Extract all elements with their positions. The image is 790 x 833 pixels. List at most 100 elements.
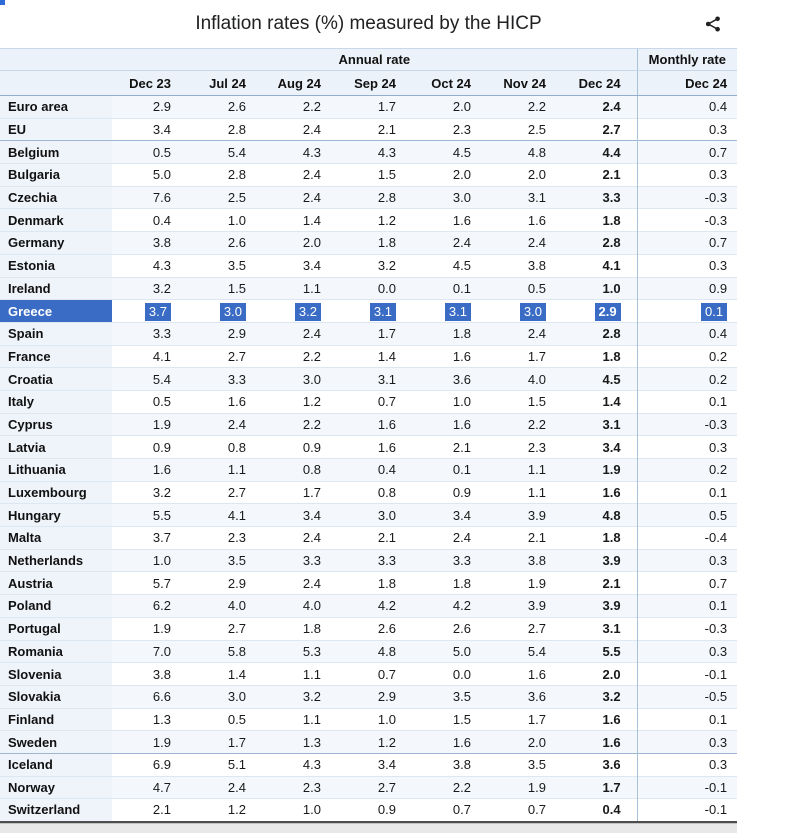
country-cell[interactable]: Denmark xyxy=(0,208,112,232)
country-cell[interactable]: Slovakia xyxy=(0,685,112,709)
value: 3.9 xyxy=(527,598,546,614)
country-cell[interactable]: Romania xyxy=(0,640,112,663)
table-row[interactable]: Finland 1.3 0.5 1.1 1.0 1.5 1.7 1.6 0.1 xyxy=(0,708,738,731)
country-cell[interactable]: Iceland xyxy=(0,753,112,777)
country-cell[interactable]: Austria xyxy=(0,571,112,595)
country-cell[interactable]: Estonia xyxy=(0,254,112,277)
value-cell: 3.9 xyxy=(487,503,562,527)
value: 0.9 xyxy=(302,439,321,455)
value-cell: 1.1 xyxy=(262,708,337,731)
country-cell[interactable]: Germany xyxy=(0,231,112,255)
value: 0.7 xyxy=(709,235,728,251)
table-row[interactable]: Luxembourg 3.2 2.7 1.7 0.8 0.9 1.1 1.6 0.1 xyxy=(0,481,738,504)
value-cell: 2.2 xyxy=(487,95,562,119)
value-cell: 3.2 xyxy=(112,481,187,504)
country-cell[interactable]: Italy xyxy=(0,390,112,414)
table-row[interactable]: Italy 0.5 1.6 1.2 0.7 1.0 1.5 1.4 0.1 xyxy=(0,390,738,414)
country-cell[interactable]: Slovenia xyxy=(0,662,112,686)
value-cell: 1.7 xyxy=(262,481,337,504)
value: 1.9 xyxy=(602,462,621,478)
country-cell[interactable]: Switzerland xyxy=(0,798,112,822)
value: 3.6 xyxy=(527,689,546,705)
table-row[interactable]: Croatia 5.4 3.3 3.0 3.1 3.6 4.0 4.5 0.2 xyxy=(0,367,738,391)
value: 2.1 xyxy=(527,530,546,546)
table-row[interactable]: Poland 6.2 4.0 4.0 4.2 4.2 3.9 3.9 0.1 xyxy=(0,594,738,618)
value-cell: 0.7 xyxy=(487,798,562,822)
country-cell[interactable]: Poland xyxy=(0,594,112,618)
table-row[interactable]: Netherlands 1.0 3.5 3.3 3.3 3.3 3.8 3.9 0.3 xyxy=(0,549,738,572)
table-row[interactable]: Belgium 0.5 5.4 4.3 4.3 4.5 4.8 4.4 0.7 xyxy=(0,140,738,164)
table-row[interactable]: Germany 3.8 2.6 2.0 1.8 2.4 2.4 2.8 0.7 xyxy=(0,231,738,255)
table-row[interactable]: Greece 3.7 3.0 3.2 3.1 3.1 3.0 2.9 0.1 xyxy=(0,299,738,323)
value: 2.8 xyxy=(227,167,246,183)
value: 1.3 xyxy=(302,734,321,750)
country-cell[interactable]: Norway xyxy=(0,776,112,799)
value-cell: 3.7 xyxy=(112,299,187,323)
country-cell[interactable]: Croatia xyxy=(0,367,112,391)
country-cell[interactable]: Latvia xyxy=(0,435,112,459)
country-cell[interactable]: Greece xyxy=(0,299,112,323)
value: 3.7 xyxy=(152,530,171,546)
country-cell[interactable]: Cyprus xyxy=(0,413,112,436)
table-row[interactable]: Estonia 4.3 3.5 3.4 3.2 4.5 3.8 4.1 0.3 xyxy=(0,254,738,277)
table-row[interactable]: EU 3.4 2.8 2.4 2.1 2.3 2.5 2.7 0.3 xyxy=(0,118,738,141)
table-row[interactable]: Lithuania 1.6 1.1 0.8 0.4 0.1 1.1 1.9 0.2 xyxy=(0,458,738,482)
country-cell[interactable]: Spain xyxy=(0,322,112,346)
country-cell[interactable]: EU xyxy=(0,118,112,141)
value-cell: 1.7 xyxy=(337,322,412,346)
country-cell[interactable]: Czechia xyxy=(0,186,112,209)
country-cell[interactable]: Netherlands xyxy=(0,549,112,572)
monthly-value-cell: 0.7 xyxy=(636,571,738,595)
country-cell[interactable]: Malta xyxy=(0,526,112,550)
value-cell: 2.0 xyxy=(412,95,487,119)
table-row[interactable]: Sweden 1.9 1.7 1.3 1.2 1.6 2.0 1.6 0.3 xyxy=(0,730,738,754)
table-row[interactable]: Portugal 1.9 2.7 1.8 2.6 2.6 2.7 3.1 -0.3 xyxy=(0,617,738,640)
country-cell[interactable]: Euro area xyxy=(0,95,112,119)
table-row[interactable]: Ireland 3.2 1.5 1.1 0.0 0.1 0.5 1.0 0.9 xyxy=(0,277,738,300)
table-row[interactable]: Bulgaria 5.0 2.8 2.4 1.5 2.0 2.0 2.1 0.3 xyxy=(0,163,738,187)
table-row[interactable]: Norway 4.7 2.4 2.3 2.7 2.2 1.9 1.7 -0.1 xyxy=(0,776,738,799)
country-cell[interactable]: Hungary xyxy=(0,503,112,527)
value-cell: 4.0 xyxy=(487,367,562,391)
value: 2.4 xyxy=(302,122,321,138)
share-icon[interactable] xyxy=(703,14,723,34)
country-cell[interactable]: Finland xyxy=(0,708,112,731)
table-row[interactable]: Euro area 2.9 2.6 2.2 1.7 2.0 2.2 2.4 0.4 xyxy=(0,95,738,119)
table-row[interactable]: Iceland 6.9 5.1 4.3 3.4 3.8 3.5 3.6 0.3 xyxy=(0,753,738,777)
table-row[interactable]: Cyprus 1.9 2.4 2.2 1.6 1.6 2.2 3.1 -0.3 xyxy=(0,413,738,436)
table-row[interactable]: Latvia 0.9 0.8 0.9 1.6 2.1 2.3 3.4 0.3 xyxy=(0,435,738,459)
value-cell: 1.7 xyxy=(187,730,262,754)
table-row[interactable]: Spain 3.3 2.9 2.4 1.7 1.8 2.4 2.8 0.4 xyxy=(0,322,738,346)
value: 6.6 xyxy=(152,689,171,705)
country-cell[interactable]: Sweden xyxy=(0,730,112,754)
value: 1.1 xyxy=(302,711,321,727)
value-cell: 5.0 xyxy=(112,163,187,187)
value: 2.9 xyxy=(227,326,246,342)
table-row[interactable]: Czechia 7.6 2.5 2.4 2.8 3.0 3.1 3.3 -0.3 xyxy=(0,186,738,209)
country-cell[interactable]: Belgium xyxy=(0,140,112,164)
table-row[interactable]: Romania 7.0 5.8 5.3 4.8 5.0 5.4 5.5 0.3 xyxy=(0,640,738,663)
country-cell[interactable]: France xyxy=(0,345,112,368)
value: 2.9 xyxy=(594,302,621,321)
value: 4.1 xyxy=(227,507,246,523)
table-row[interactable]: France 4.1 2.7 2.2 1.4 1.6 1.7 1.8 0.2 xyxy=(0,345,738,368)
table-row[interactable]: Slovenia 3.8 1.4 1.1 0.7 0.0 1.6 2.0 -0.1 xyxy=(0,662,738,686)
value: 3.3 xyxy=(152,326,171,342)
country-cell[interactable]: Bulgaria xyxy=(0,163,112,187)
table-row[interactable]: Austria 5.7 2.9 2.4 1.8 1.8 1.9 2.1 0.7 xyxy=(0,571,738,595)
country-cell[interactable]: Lithuania xyxy=(0,458,112,482)
table-row[interactable]: Malta 3.7 2.3 2.4 2.1 2.4 2.1 1.8 -0.4 xyxy=(0,526,738,550)
table-row[interactable]: Switzerland 2.1 1.2 1.0 0.9 0.7 0.7 0.4 -0.1 xyxy=(0,798,738,822)
table-row[interactable]: Hungary 5.5 4.1 3.4 3.0 3.4 3.9 4.8 0.5 xyxy=(0,503,738,527)
value-cell: 3.2 xyxy=(562,685,638,709)
value: 5.8 xyxy=(227,643,246,659)
country-cell[interactable]: Luxembourg xyxy=(0,481,112,504)
table-row[interactable]: Denmark 0.4 1.0 1.4 1.2 1.6 1.6 1.8 -0.3 xyxy=(0,208,738,232)
value: -0.1 xyxy=(704,666,728,682)
country-cell[interactable]: Portugal xyxy=(0,617,112,640)
value: 2.6 xyxy=(227,99,246,115)
value-cell: 1.8 xyxy=(562,526,638,550)
value-cell: 2.4 xyxy=(262,571,337,595)
table-row[interactable]: Slovakia 6.6 3.0 3.2 2.9 3.5 3.6 3.2 -0.5 xyxy=(0,685,738,709)
country-cell[interactable]: Ireland xyxy=(0,277,112,300)
